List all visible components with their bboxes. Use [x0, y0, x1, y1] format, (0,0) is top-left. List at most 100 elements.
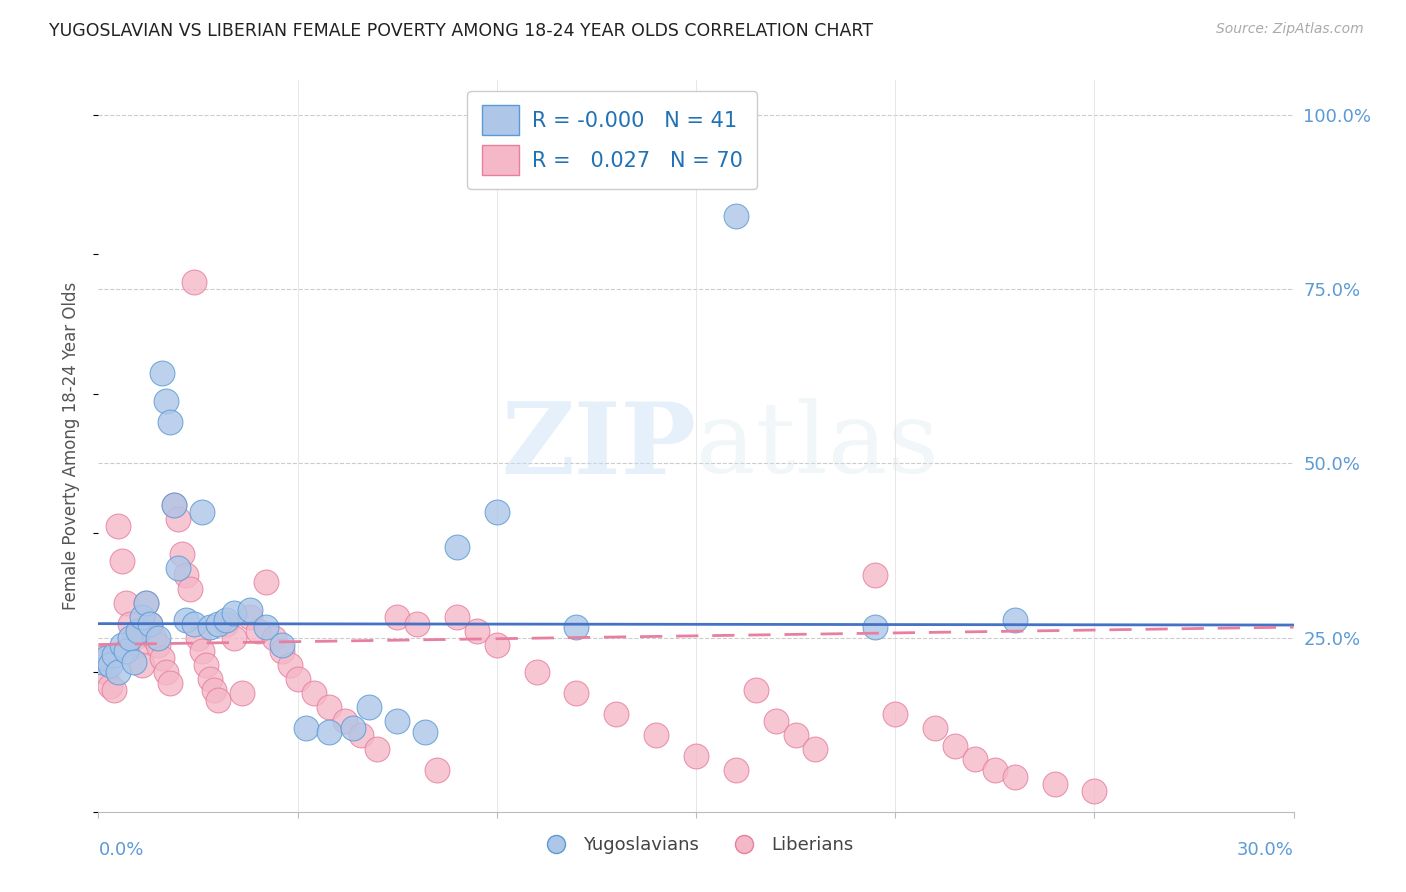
Point: [91, 651, 114, 665]
Point: [350, 728, 373, 742]
Legend: Yugoslavians, Liberians: Yugoslavians, Liberians: [531, 829, 860, 861]
Text: YUGOSLAVIAN VS LIBERIAN FEMALE POVERTY AMONG 18-24 YEAR OLDS CORRELATION CHART: YUGOSLAVIAN VS LIBERIAN FEMALE POVERTY A…: [49, 22, 873, 40]
Point: [865, 567, 887, 582]
Point: [139, 616, 162, 631]
Point: [724, 763, 747, 777]
Point: [865, 620, 887, 634]
Point: [163, 498, 186, 512]
Point: [115, 596, 138, 610]
Point: [135, 596, 157, 610]
Text: atlas: atlas: [696, 398, 939, 494]
Point: [426, 763, 449, 777]
Point: [96, 651, 118, 665]
Point: [302, 686, 325, 700]
Point: [150, 366, 173, 380]
Point: [150, 651, 173, 665]
Point: [294, 721, 316, 735]
Point: [115, 644, 138, 658]
Point: [765, 714, 787, 728]
Point: [191, 505, 214, 519]
Point: [135, 596, 157, 610]
Point: [366, 742, 388, 756]
Point: [127, 624, 149, 638]
Point: [202, 682, 225, 697]
Point: [287, 673, 309, 687]
Point: [565, 620, 588, 634]
Point: [526, 665, 548, 680]
Point: [191, 644, 214, 658]
Point: [139, 616, 162, 631]
Point: [254, 620, 277, 634]
Point: [207, 693, 229, 707]
Point: [195, 658, 218, 673]
Text: Source: ZipAtlas.com: Source: ZipAtlas.com: [1216, 22, 1364, 37]
Point: [270, 644, 292, 658]
Point: [963, 752, 986, 766]
Point: [239, 603, 262, 617]
Point: [413, 724, 436, 739]
Point: [172, 547, 194, 561]
Point: [724, 209, 747, 223]
Point: [254, 574, 277, 589]
Point: [91, 655, 114, 669]
Point: [215, 613, 238, 627]
Point: [385, 714, 409, 728]
Point: [318, 724, 340, 739]
Point: [179, 582, 201, 596]
Point: [485, 638, 508, 652]
Point: [342, 721, 364, 735]
Point: [215, 616, 238, 631]
Point: [148, 631, 170, 645]
Point: [163, 498, 186, 512]
Point: [246, 624, 269, 638]
Point: [131, 658, 153, 673]
Point: [385, 609, 409, 624]
Point: [198, 620, 221, 634]
Point: [943, 739, 966, 753]
Point: [465, 624, 488, 638]
Point: [155, 665, 177, 680]
Point: [159, 676, 181, 690]
Point: [406, 616, 429, 631]
Point: [183, 275, 205, 289]
Point: [685, 749, 707, 764]
Text: ZIP: ZIP: [501, 398, 696, 494]
Point: [1083, 784, 1105, 798]
Point: [222, 606, 245, 620]
Point: [107, 665, 129, 680]
Point: [1004, 770, 1026, 784]
Point: [446, 609, 468, 624]
Point: [359, 700, 381, 714]
Point: [103, 682, 125, 697]
Point: [1004, 613, 1026, 627]
Point: [239, 609, 262, 624]
Y-axis label: Female Poverty Among 18-24 Year Olds: Female Poverty Among 18-24 Year Olds: [62, 282, 80, 610]
Point: [107, 519, 129, 533]
Point: [745, 682, 768, 697]
Point: [645, 728, 668, 742]
Point: [183, 616, 205, 631]
Point: [1043, 777, 1066, 791]
Point: [231, 686, 253, 700]
Point: [159, 415, 181, 429]
Point: [485, 505, 508, 519]
Point: [124, 655, 146, 669]
Point: [924, 721, 946, 735]
Point: [124, 631, 146, 645]
Point: [111, 638, 134, 652]
Point: [148, 638, 170, 652]
Point: [120, 631, 142, 645]
Point: [263, 631, 285, 645]
Point: [335, 714, 357, 728]
Point: [605, 707, 627, 722]
Point: [318, 700, 340, 714]
Point: [804, 742, 827, 756]
Text: 30.0%: 30.0%: [1237, 841, 1294, 859]
Point: [278, 658, 301, 673]
Point: [446, 540, 468, 554]
Point: [785, 728, 807, 742]
Point: [198, 673, 221, 687]
Point: [96, 665, 118, 680]
Point: [174, 613, 197, 627]
Point: [111, 554, 134, 568]
